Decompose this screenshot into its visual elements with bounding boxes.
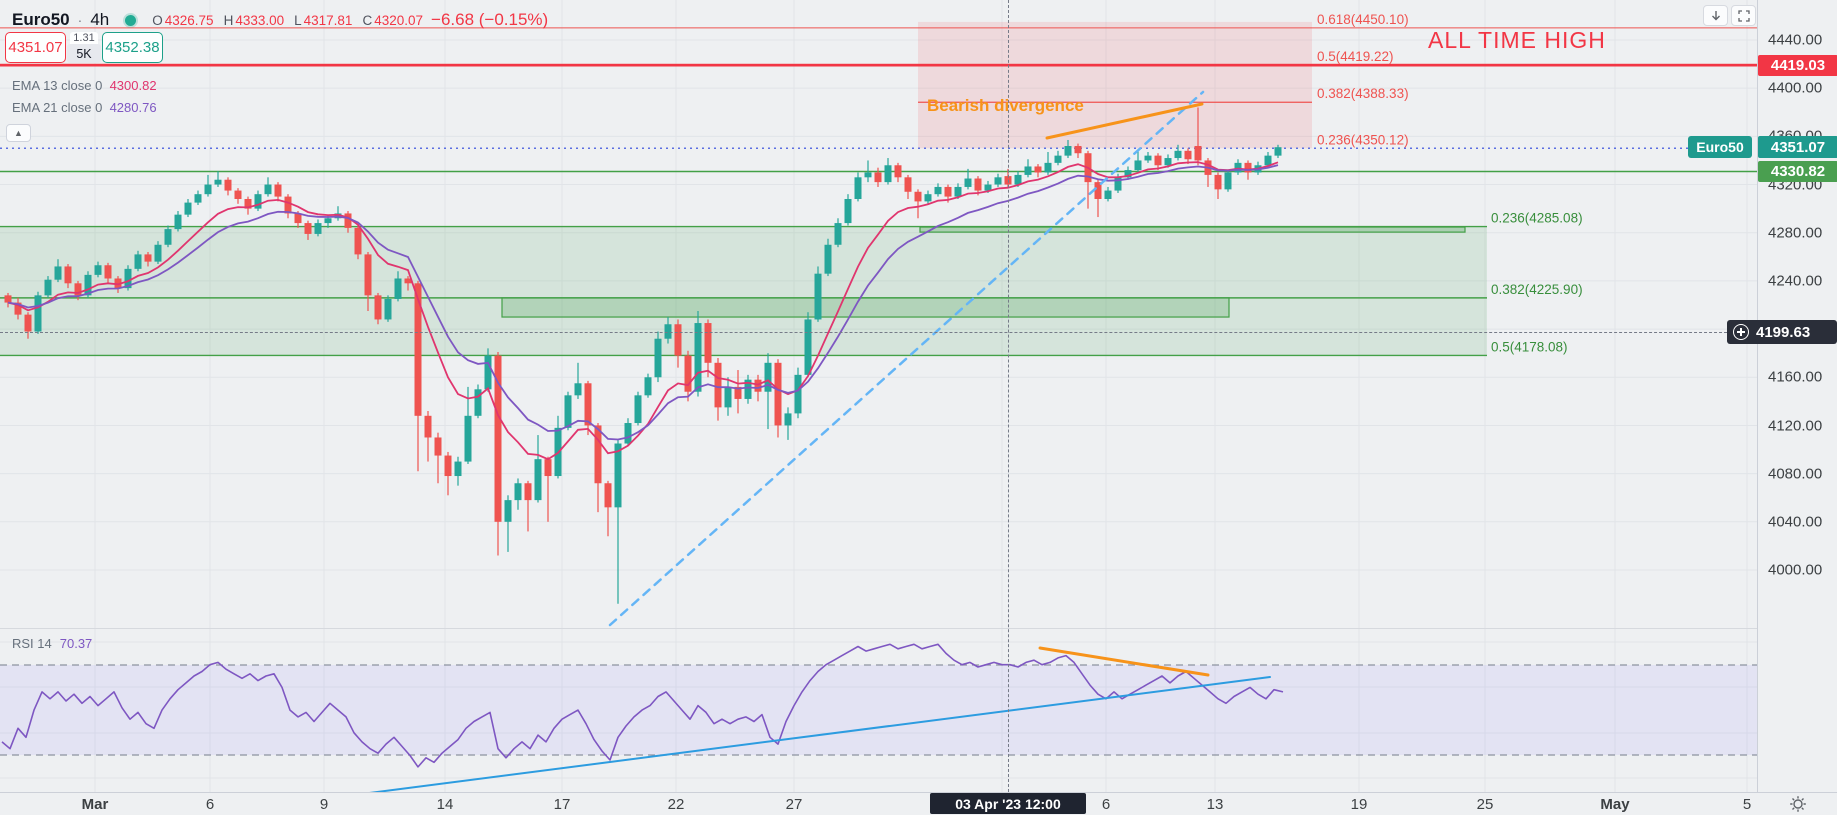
svg-text:0.382(4225.90): 0.382(4225.90)	[1491, 282, 1583, 297]
svg-text:0.618(4450.10): 0.618(4450.10)	[1317, 12, 1409, 27]
demand-box	[501, 297, 1230, 318]
time-axis[interactable]: Mar 6 9 14 17 22 27 6 13 19 25 May 5	[0, 792, 1837, 815]
scroll-to-realtime-button[interactable]	[1703, 5, 1728, 26]
price-badge: 4419.03	[1758, 55, 1837, 76]
interval-label[interactable]: 4h	[90, 10, 110, 29]
price-axis[interactable]: 4440.004400.004360.004320.004280.004240.…	[1757, 0, 1837, 815]
price-badge: 4351.07	[1758, 136, 1837, 158]
rsi-chart-canvas[interactable]	[0, 629, 1757, 792]
time-tick: 9	[319, 796, 329, 813]
maximize-pane-button[interactable]	[1731, 5, 1756, 26]
collapse-pane-button[interactable]: ▲	[6, 124, 31, 142]
time-tick: May	[1600, 796, 1630, 813]
price-tick: 4160.00	[1768, 368, 1823, 386]
ohlc-item: O 4326.75	[152, 12, 214, 28]
price-tick: 4000.00	[1768, 561, 1823, 579]
symbol-row: Euro50 · 4h O 4326.75 H 4333.00 L 4317.81 C 432…	[12, 10, 548, 30]
crosshair-time-badge: 03 Apr '23 12:00	[930, 793, 1086, 814]
gear-icon[interactable]	[1789, 795, 1807, 813]
time-tick: 19	[1350, 796, 1368, 813]
svg-text:0.236(4350.12): 0.236(4350.12)	[1317, 132, 1409, 147]
time-tick: 6	[205, 796, 215, 813]
ohlc-values: O 4326.75 H 4333.00 L 4317.81 C 4320.07	[152, 13, 423, 28]
time-tick: 17	[553, 796, 571, 813]
rsi-legend[interactable]: RSI 14 70.37	[12, 636, 93, 651]
ema13-legend[interactable]: EMA 13 close 0 4300.82	[12, 78, 157, 93]
svg-text:0.236(4285.08): 0.236(4285.08)	[1491, 211, 1583, 226]
add-alert-plus-icon[interactable]	[1733, 324, 1749, 340]
ohlc-item: C 4320.07	[362, 12, 424, 28]
time-tick: 13	[1206, 796, 1224, 813]
spread-column: 1.31 5K	[66, 32, 102, 63]
crosshair-horizontal-line	[0, 332, 1757, 333]
ema21-value: 4280.76	[109, 100, 157, 115]
price-tick: 4440.00	[1768, 31, 1823, 49]
svg-text:0.5(4419.22): 0.5(4419.22)	[1317, 49, 1394, 64]
ohlc-item: L 4317.81	[294, 12, 353, 28]
maximize-icon	[1737, 9, 1750, 22]
market-status-icon	[125, 14, 137, 26]
time-tick: 27	[785, 796, 803, 813]
time-tick: Mar	[81, 796, 109, 813]
bearish-divergence-annotation: Bearish divergence	[927, 96, 1084, 115]
trade-widget: 4351.07 1.31 5K 4352.38	[5, 32, 163, 63]
price-tick: 4240.00	[1768, 272, 1823, 290]
time-tick: 25	[1476, 796, 1494, 813]
price-tick: 4080.00	[1768, 465, 1823, 483]
svg-text:0.382(4388.33): 0.382(4388.33)	[1317, 86, 1409, 101]
fib-support-zone	[0, 226, 1487, 356]
arrow-down-icon	[1711, 10, 1720, 20]
change-value: −6.68 (−0.15%)	[431, 10, 549, 29]
svg-text:0.5(4178.08): 0.5(4178.08)	[1491, 339, 1568, 354]
ema13-value: 4300.82	[109, 78, 157, 93]
ema21-legend[interactable]: EMA 21 close 0 4280.76	[12, 100, 157, 115]
time-tick: 22	[667, 796, 685, 813]
crosshair-price-badge: 4199.63	[1727, 320, 1837, 344]
price-tick: 4120.00	[1768, 417, 1823, 435]
time-tick: 14	[436, 796, 454, 813]
price-tick: 4040.00	[1768, 513, 1823, 531]
symbol-price-label: Euro50	[1688, 136, 1752, 158]
time-tick: 6	[1101, 796, 1111, 813]
price-tick: 4280.00	[1768, 224, 1823, 242]
all-time-high-annotation: ALL TIME HIGH	[1428, 27, 1606, 53]
sell-button[interactable]: 4351.07	[5, 32, 66, 63]
price-tick: 4400.00	[1768, 79, 1823, 97]
crosshair-vertical-line	[1008, 0, 1009, 792]
price-badge: 4330.82	[1758, 161, 1837, 182]
pane-separator[interactable]	[0, 628, 1757, 629]
ath-supply-zone	[918, 21, 1312, 149]
buy-button[interactable]: 4352.38	[102, 32, 163, 63]
spread-value: 1.31	[70, 32, 98, 44]
rsi-value: 70.37	[59, 636, 93, 651]
interval-separator: ·	[77, 12, 83, 28]
price-chart-canvas[interactable]: 0.236(4285.08) 0.382(4225.90) 0.5(4178.08)…	[0, 0, 1757, 628]
time-tick: 5	[1742, 796, 1752, 813]
thin-demand-box	[919, 226, 1466, 233]
quantity-field[interactable]: 5K	[67, 44, 101, 63]
ohlc-item: H 4333.00	[223, 12, 285, 28]
symbol-title[interactable]: Euro50	[12, 10, 70, 29]
